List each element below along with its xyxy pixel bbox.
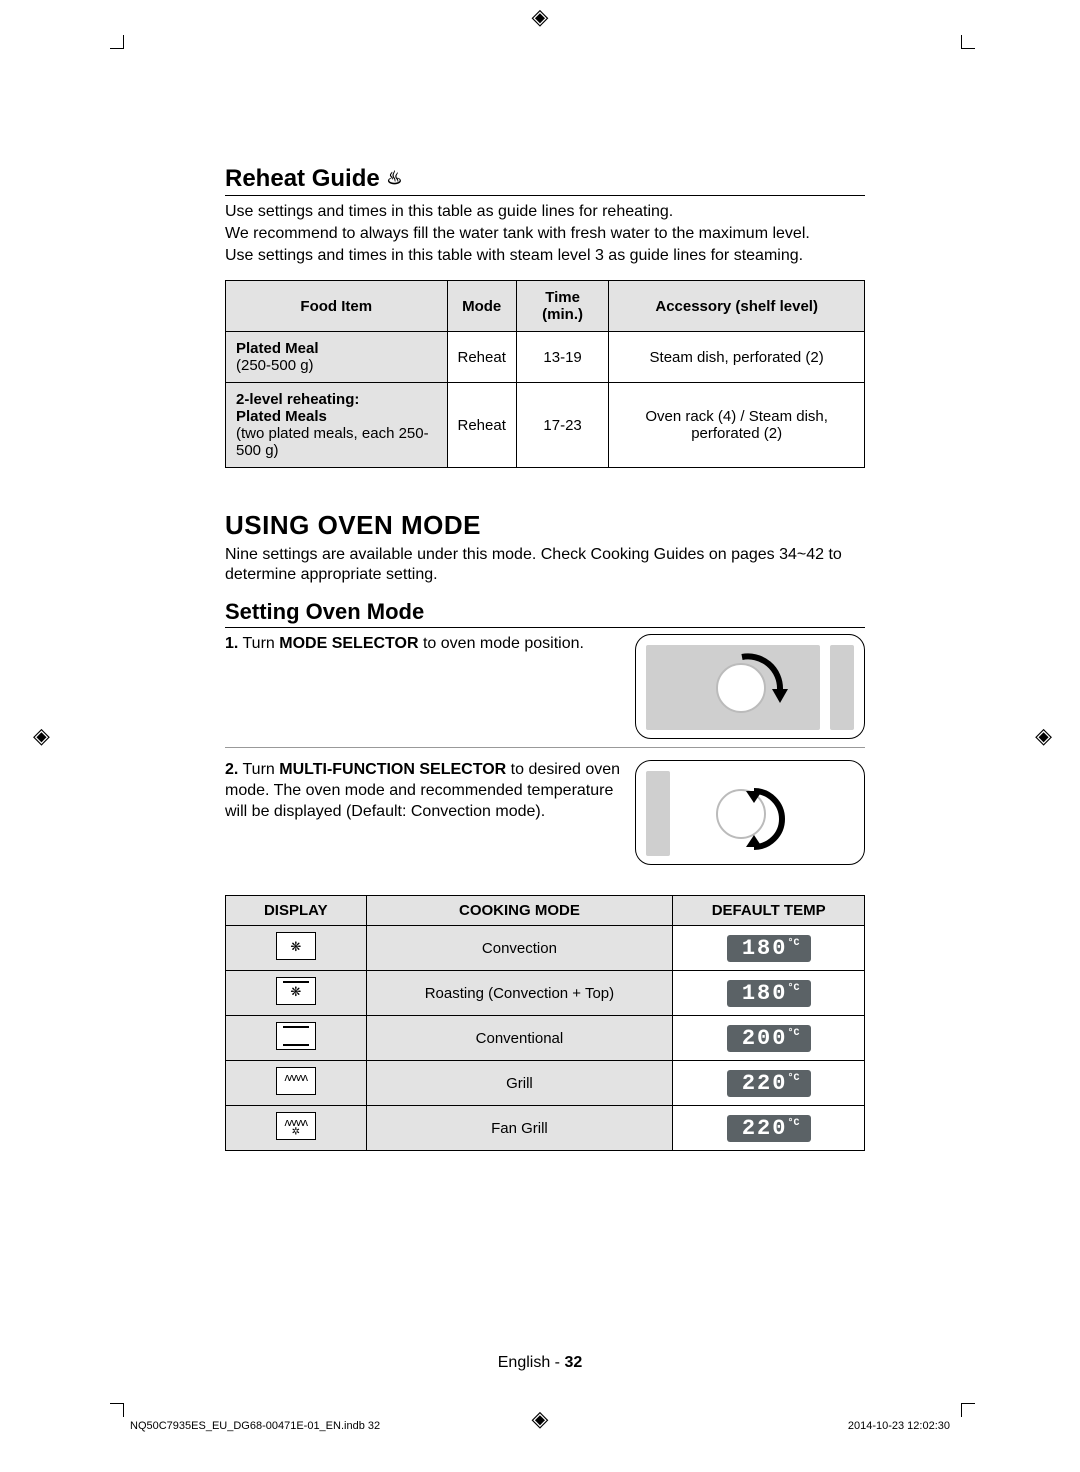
td-temp: 180°C xyxy=(673,926,865,971)
table-row: Conventional 200°C xyxy=(226,1016,865,1061)
step-bold: MODE SELECTOR xyxy=(279,635,418,652)
temp-badge: 200°C xyxy=(727,1025,811,1052)
registration-mark-icon: ◈ xyxy=(1035,723,1052,749)
table-row: Plated Meal (250-500 g) Reheat 13-19 Ste… xyxy=(226,332,865,383)
temp-value: 180 xyxy=(742,936,788,961)
td-display: ❋ xyxy=(226,971,367,1016)
footer-page: 32 xyxy=(564,1354,582,1371)
td-time: 13-19 xyxy=(516,332,608,383)
td-display: ʌʌʌʌʌ xyxy=(226,1061,367,1106)
registration-mark-icon: ◈ xyxy=(33,723,50,749)
reheat-table: Food Item Mode Time (min.) Accessory (sh… xyxy=(225,280,865,468)
reheat-para-3: Use settings and times in this table wit… xyxy=(225,246,865,266)
table-row: 2-level reheating: Plated Meals (two pla… xyxy=(226,383,865,468)
crop-mark xyxy=(961,1403,975,1417)
print-date: 2014-10-23 12:02:30 xyxy=(848,1420,950,1432)
crop-mark xyxy=(110,1403,124,1417)
td-mode: Convection xyxy=(366,926,673,971)
temp-value: 220 xyxy=(742,1071,788,1096)
td-mode: Grill xyxy=(366,1061,673,1106)
page-content: Reheat Guide ♨ Use settings and times in… xyxy=(225,165,865,1151)
temp-value: 220 xyxy=(742,1116,788,1141)
food-sub: (250-500 g) xyxy=(236,357,314,374)
table-row: ❋ Convection 180°C xyxy=(226,926,865,971)
using-oven-mode-heading: USING OVEN MODE xyxy=(225,510,865,541)
table-row: ʌʌʌʌʌ Grill 220°C xyxy=(226,1061,865,1106)
td-temp: 180°C xyxy=(673,971,865,1016)
reheat-para-2: We recommend to always fill the water ta… xyxy=(225,224,865,244)
td-temp: 220°C xyxy=(673,1106,865,1151)
step-2: 2. Turn MULTI-FUNCTION SELECTOR to desir… xyxy=(225,760,865,873)
step-1-text: 1. Turn MODE SELECTOR to oven mode posit… xyxy=(225,634,621,739)
temp-badge: 220°C xyxy=(727,1070,811,1097)
temp-value: 180 xyxy=(742,981,788,1006)
crop-mark xyxy=(110,35,124,49)
cooking-mode-table: DISPLAY COOKING MODE DEFAULT TEMP ❋ Conv… xyxy=(225,895,865,1151)
food-sub: (two plated meals, each 250-500 g) xyxy=(236,425,429,459)
footer-lang: English - xyxy=(498,1354,565,1371)
td-display: ❋ xyxy=(226,926,367,971)
multi-function-selector-figure xyxy=(635,760,865,865)
temp-badge: 180°C xyxy=(727,980,811,1007)
setting-oven-mode-heading: Setting Oven Mode xyxy=(225,599,865,628)
td-temp: 220°C xyxy=(673,1061,865,1106)
reheat-guide-heading: Reheat Guide ♨ xyxy=(225,165,865,196)
td-mode: Conventional xyxy=(366,1016,673,1061)
table-header-row: Food Item Mode Time (min.) Accessory (sh… xyxy=(226,281,865,332)
mode-selector-figure xyxy=(635,634,865,739)
th-acc: Accessory (shelf level) xyxy=(609,281,865,332)
th-default-temp: DEFAULT TEMP xyxy=(673,896,865,926)
table-header-row: DISPLAY COOKING MODE DEFAULT TEMP xyxy=(226,896,865,926)
td-acc: Steam dish, perforated (2) xyxy=(609,332,865,383)
td-food: 2-level reheating: Plated Meals (two pla… xyxy=(226,383,448,468)
reheat-guide-title: Reheat Guide xyxy=(225,165,380,192)
temp-badge: 220°C xyxy=(727,1115,811,1142)
temp-badge: 180°C xyxy=(727,935,811,962)
table-row: ʌʌʌʌʌ✲ Fan Grill 220°C xyxy=(226,1106,865,1151)
step-post: to oven mode position. xyxy=(419,635,584,652)
step-1: 1. Turn MODE SELECTOR to oven mode posit… xyxy=(225,634,865,748)
roasting-icon: ❋ xyxy=(276,977,316,1005)
td-mode: Reheat xyxy=(447,332,516,383)
conventional-icon xyxy=(276,1022,316,1050)
td-mode: Reheat xyxy=(447,383,516,468)
step-bold: MULTI-FUNCTION SELECTOR xyxy=(279,761,506,778)
th-display: DISPLAY xyxy=(226,896,367,926)
food-bold: Plated Meal xyxy=(236,340,437,357)
steam-icon: ♨ xyxy=(386,168,402,188)
fan-grill-icon: ʌʌʌʌʌ✲ xyxy=(276,1112,316,1140)
food-bold: 2-level reheating: Plated Meals xyxy=(236,391,437,425)
td-time: 17-23 xyxy=(516,383,608,468)
arrow-icon xyxy=(744,785,814,855)
reheat-para-1: Use settings and times in this table as … xyxy=(225,202,865,222)
page-footer: English - 32 xyxy=(0,1354,1080,1372)
print-file: NQ50C7935ES_EU_DG68-00471E-01_EN.indb 32 xyxy=(130,1420,380,1432)
th-mode: Mode xyxy=(447,281,516,332)
step-number: 1. xyxy=(225,635,238,652)
step-pre: Turn xyxy=(243,635,280,652)
step-number: 2. xyxy=(225,761,238,778)
grill-icon: ʌʌʌʌʌ xyxy=(276,1067,316,1095)
td-mode: Fan Grill xyxy=(366,1106,673,1151)
step-pre: Turn xyxy=(243,761,280,778)
print-metadata: NQ50C7935ES_EU_DG68-00471E-01_EN.indb 32… xyxy=(130,1420,950,1432)
temp-value: 200 xyxy=(742,1026,788,1051)
table-row: ❋ Roasting (Convection + Top) 180°C xyxy=(226,971,865,1016)
crop-mark xyxy=(961,35,975,49)
step-2-text: 2. Turn MULTI-FUNCTION SELECTOR to desir… xyxy=(225,760,621,865)
registration-mark-icon: ◈ xyxy=(532,4,549,30)
td-temp: 200°C xyxy=(673,1016,865,1061)
th-food: Food Item xyxy=(226,281,448,332)
arrow-icon xyxy=(722,649,802,729)
td-mode: Roasting (Convection + Top) xyxy=(366,971,673,1016)
th-time: Time (min.) xyxy=(516,281,608,332)
using-intro: Nine settings are available under this m… xyxy=(225,545,865,585)
convection-icon: ❋ xyxy=(276,932,316,960)
td-display xyxy=(226,1016,367,1061)
td-food: Plated Meal (250-500 g) xyxy=(226,332,448,383)
td-display: ʌʌʌʌʌ✲ xyxy=(226,1106,367,1151)
th-cooking-mode: COOKING MODE xyxy=(366,896,673,926)
td-acc: Oven rack (4) / Steam dish, perforated (… xyxy=(609,383,865,468)
